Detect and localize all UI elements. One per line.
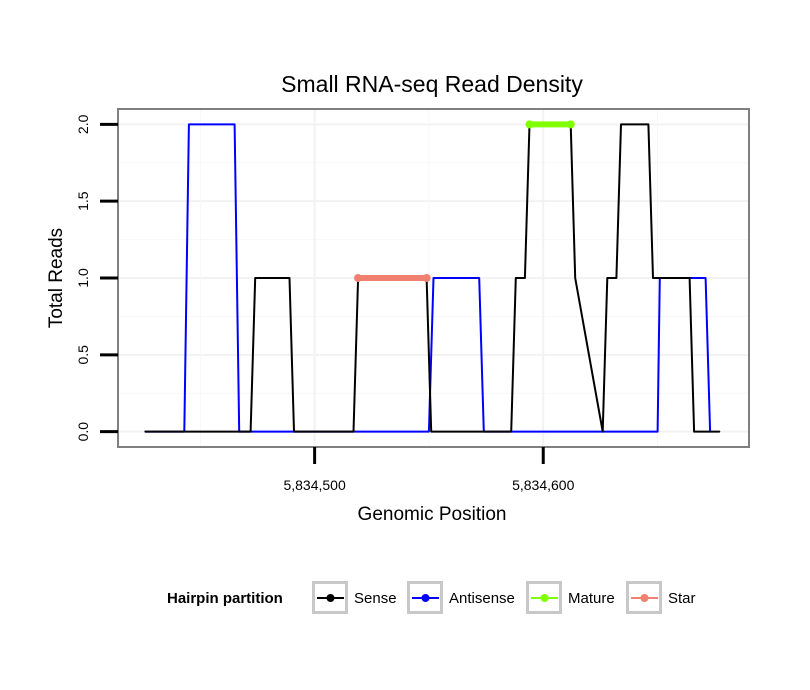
series-mature-point <box>566 120 575 129</box>
x-axis-title: Genomic Position <box>358 504 507 525</box>
x-axis: 5,834,500 5,834,600 <box>283 447 575 493</box>
series-sense-line <box>144 123 721 433</box>
y-tick-label: 1.0 <box>75 268 91 288</box>
series-star-point <box>422 274 431 282</box>
y-tick-label: 0.0 <box>75 422 91 442</box>
legend-entry-mature: Mature <box>526 581 615 614</box>
y-axis: 0.0 0.5 1.0 1.5 2.0 <box>75 114 118 441</box>
series-mature-point <box>525 120 534 129</box>
x-tick-label: 5,834,500 <box>283 477 345 493</box>
y-tick-label: 2.0 <box>75 114 91 134</box>
y-tick-label: 0.5 <box>75 345 91 365</box>
legend-key-point <box>640 594 649 602</box>
legend-label: Mature <box>568 590 615 607</box>
legend-entry-star: Star <box>626 581 696 614</box>
series-layer <box>144 120 721 433</box>
series-star-point <box>354 274 363 282</box>
legend-key-point <box>326 594 335 602</box>
y-axis-title: Total Reads <box>46 228 67 328</box>
x-tick-label: 5,834,600 <box>512 477 574 493</box>
legend-key-point <box>540 594 549 602</box>
legend-label: Star <box>668 590 696 607</box>
legend-label: Antisense <box>449 590 515 607</box>
legend-entry-sense: Sense <box>312 581 397 614</box>
legend-label: Sense <box>354 590 397 607</box>
legend-key-point <box>421 594 430 602</box>
legend-title: Hairpin partition <box>167 590 283 607</box>
legend-entry-antisense: Antisense <box>407 581 515 614</box>
legend: Hairpin partition Sense Antisense Mature St… <box>167 581 696 614</box>
chart-title: Small RNA-seq Read Density <box>281 71 583 97</box>
y-tick-label: 1.5 <box>75 191 91 211</box>
